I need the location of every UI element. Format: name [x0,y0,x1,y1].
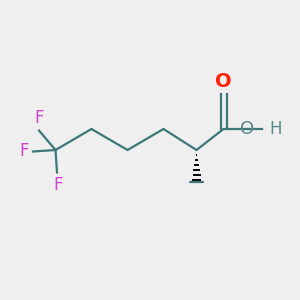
Text: F: F [54,176,63,194]
Text: F: F [34,109,44,127]
Text: F: F [19,142,28,160]
Text: O: O [240,120,255,138]
Text: O: O [215,72,232,91]
Text: H: H [269,120,282,138]
